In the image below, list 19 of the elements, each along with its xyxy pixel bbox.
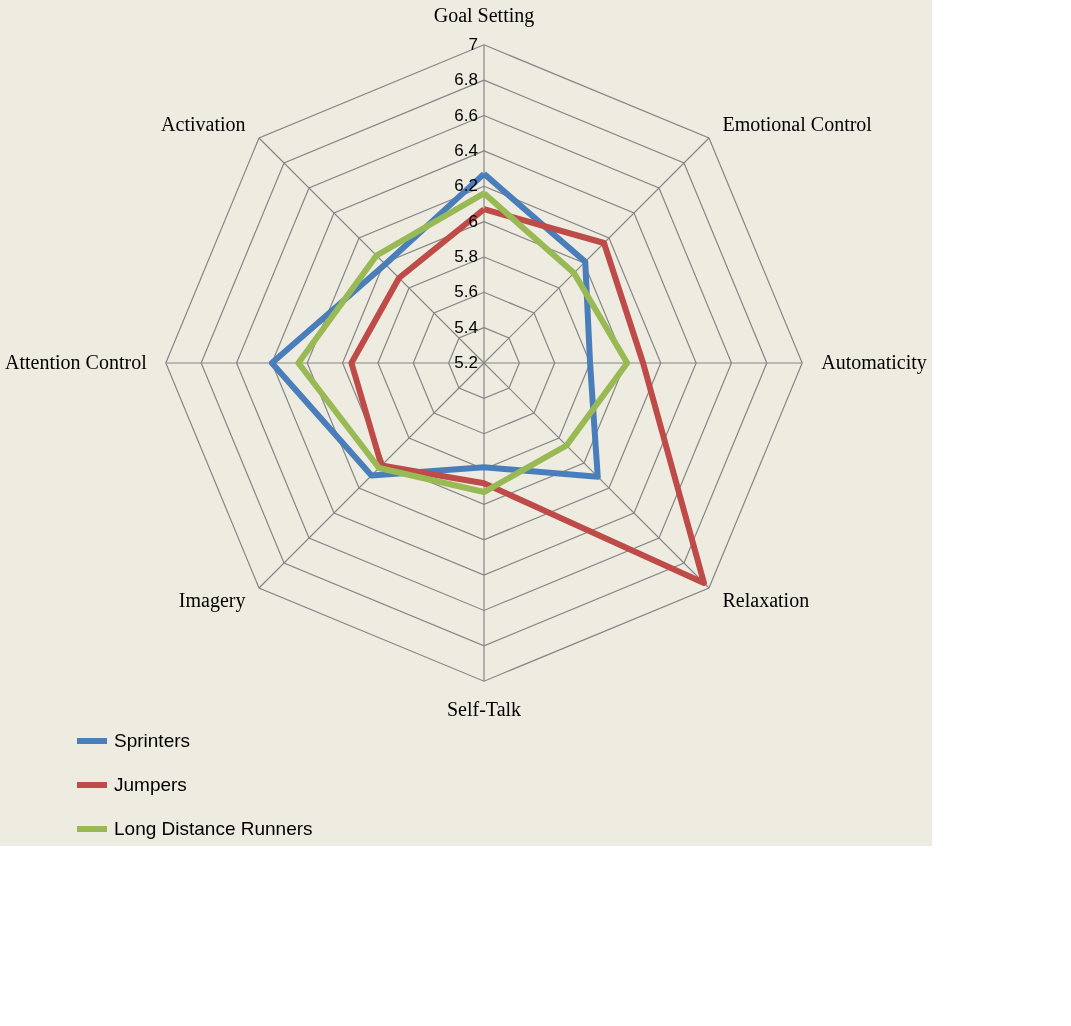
- y-tick-label: 5.4: [454, 317, 478, 337]
- y-tick-label: 5.8: [454, 246, 478, 266]
- spoke-label: Goal Setting: [433, 3, 535, 27]
- y-tick-label: 5.6: [454, 282, 478, 302]
- legend-label: Long Distance Runners: [114, 818, 313, 839]
- spoke-label: Relaxation: [722, 589, 810, 612]
- spoke-label: Imagery: [178, 589, 246, 613]
- spoke-label: Automaticity: [821, 351, 927, 374]
- spoke-label: Attention Control: [5, 351, 148, 373]
- legend-label: Jumpers: [114, 774, 187, 795]
- y-tick-label: 7: [468, 34, 478, 54]
- y-tick-label: 5.2: [454, 353, 478, 372]
- spoke-label: Emotional Control: [722, 112, 873, 135]
- y-tick-label: 6.4: [454, 140, 478, 160]
- spoke-label: Self-Talk: [446, 698, 522, 721]
- y-tick-label: 6.8: [454, 70, 478, 90]
- y-tick-label: 6.6: [454, 105, 478, 125]
- spoke-label: Activation: [161, 112, 246, 135]
- legend-label: Sprinters: [114, 730, 191, 751]
